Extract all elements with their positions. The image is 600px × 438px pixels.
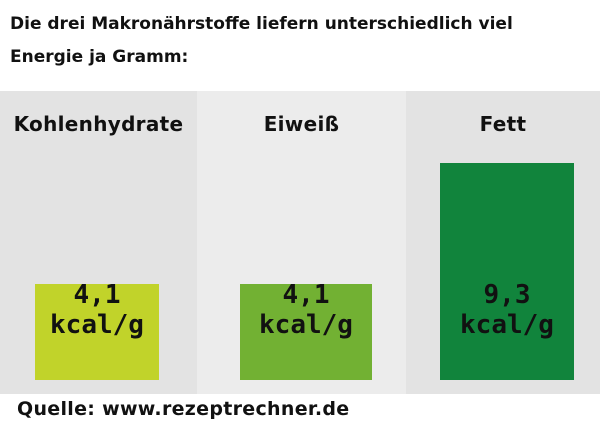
bar-value-label: 4,1 kcal/g: [35, 280, 159, 340]
bar-value-label: 4,1 kcal/g: [240, 280, 372, 340]
bar-value: 4,1: [282, 280, 330, 310]
heading-line-1: Die drei Makronährstoffe liefern untersc…: [10, 14, 513, 34]
category-label: Kohlenhydrate: [13, 112, 184, 136]
chart-heading: Die drei Makronährstoffe liefern untersc…: [10, 8, 590, 74]
bar-value: 9,3: [483, 280, 531, 310]
category-label: Eiweiß: [263, 112, 340, 136]
bar-unit: kcal/g: [50, 310, 144, 340]
bar-value: 4,1: [73, 280, 121, 310]
source-text: Quelle: www.rezeptrechner.de: [17, 398, 350, 420]
category-label: Fett: [479, 112, 527, 136]
bar-unit: kcal/g: [259, 310, 353, 340]
bar: [240, 284, 372, 380]
bar: [35, 284, 159, 380]
bar-value-label: 9,3 kcal/g: [440, 280, 574, 340]
heading-line-2: Energie ja Gramm:: [10, 47, 189, 67]
bar: [440, 163, 574, 380]
bar-unit: kcal/g: [460, 310, 554, 340]
